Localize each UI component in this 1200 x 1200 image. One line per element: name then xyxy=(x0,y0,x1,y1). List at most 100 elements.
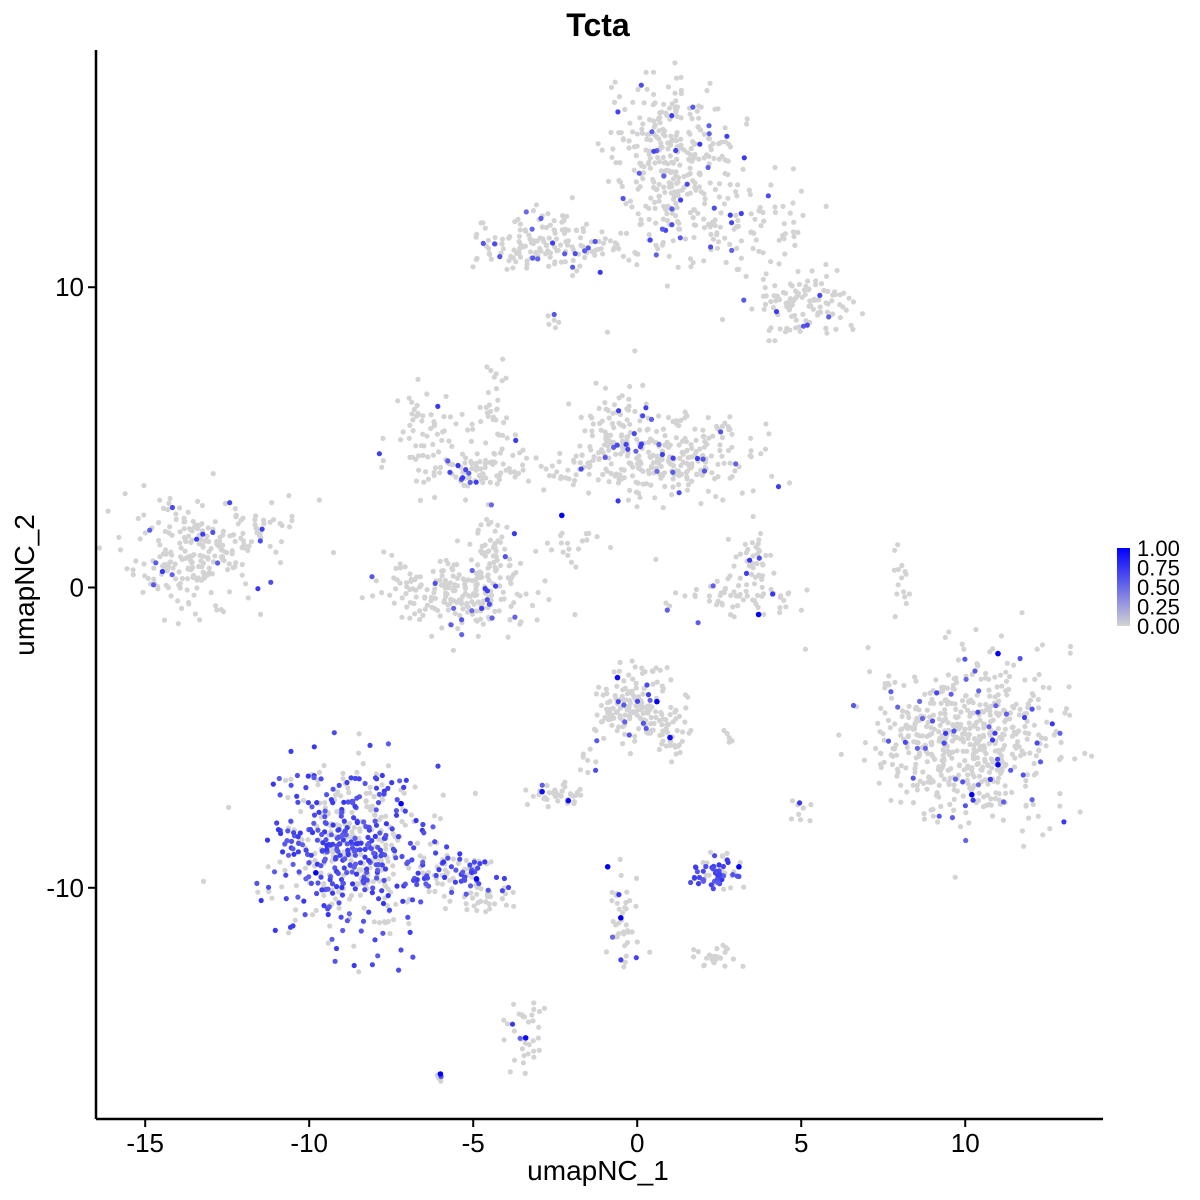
data-point xyxy=(986,741,992,747)
data-point xyxy=(155,586,161,592)
data-point xyxy=(380,435,386,441)
data-point xyxy=(483,440,489,446)
data-point xyxy=(1061,819,1067,825)
data-point xyxy=(432,580,438,587)
data-point xyxy=(122,491,128,497)
data-point xyxy=(379,590,385,596)
data-point xyxy=(480,480,486,486)
data-point xyxy=(437,577,443,584)
data-point xyxy=(418,899,424,905)
data-point xyxy=(899,575,905,581)
data-point xyxy=(212,553,218,559)
data-point xyxy=(736,583,742,589)
data-point xyxy=(325,911,331,918)
data-point xyxy=(157,497,163,503)
data-point xyxy=(732,468,738,474)
data-point xyxy=(566,401,572,407)
data-point xyxy=(404,580,410,586)
data-point xyxy=(333,945,340,952)
data-point xyxy=(633,903,639,909)
data-point xyxy=(346,789,352,796)
data-point xyxy=(190,518,196,525)
data-point xyxy=(402,881,408,887)
data-point xyxy=(719,600,725,606)
data-point xyxy=(995,775,1002,781)
data-point xyxy=(461,876,467,882)
data-point xyxy=(640,413,646,419)
data-point xyxy=(552,259,558,265)
data-point xyxy=(1023,803,1029,809)
legend-tick-label: 0.25 xyxy=(1137,595,1180,620)
data-point xyxy=(770,305,777,311)
data-point xyxy=(468,458,474,464)
data-point xyxy=(544,782,550,789)
data-point xyxy=(339,809,345,816)
data-point xyxy=(608,716,614,722)
data-point xyxy=(668,190,674,196)
data-point xyxy=(436,867,442,873)
data-point xyxy=(629,658,635,664)
data-point xyxy=(366,909,372,915)
data-point xyxy=(296,869,302,875)
data-point xyxy=(744,582,750,588)
data-point xyxy=(656,128,662,134)
data-point xyxy=(745,546,751,553)
data-point xyxy=(201,575,207,581)
data-point xyxy=(564,540,571,546)
data-point xyxy=(536,1024,542,1030)
data-point xyxy=(985,762,991,768)
data-point xyxy=(685,482,692,488)
data-point xyxy=(722,585,729,591)
data-point xyxy=(339,892,346,898)
data-point xyxy=(981,748,987,754)
data-point xyxy=(517,221,524,227)
data-point xyxy=(611,402,618,408)
data-point xyxy=(424,873,430,879)
data-point xyxy=(407,929,413,936)
data-point xyxy=(657,110,663,116)
data-point xyxy=(511,1028,517,1034)
data-point xyxy=(522,1014,528,1020)
data-point xyxy=(622,685,628,692)
data-point xyxy=(1033,753,1039,759)
data-point xyxy=(442,874,448,881)
data-point xyxy=(266,889,272,895)
data-point xyxy=(499,888,505,894)
y-axis-title: umapNC_2 xyxy=(9,514,40,656)
data-point xyxy=(406,395,412,401)
data-point xyxy=(483,899,489,905)
high-expression-point xyxy=(969,791,975,798)
data-point xyxy=(668,181,674,187)
data-point xyxy=(295,834,301,840)
data-point xyxy=(546,790,552,796)
data-point xyxy=(721,886,727,892)
data-point xyxy=(169,572,175,578)
data-point xyxy=(903,765,909,771)
data-point xyxy=(497,254,503,260)
data-point xyxy=(475,562,481,568)
data-point xyxy=(623,922,629,928)
data-point xyxy=(996,797,1002,803)
data-point xyxy=(656,198,662,204)
data-point xyxy=(159,568,165,575)
data-point xyxy=(810,306,817,312)
data-point xyxy=(535,256,541,262)
data-point xyxy=(638,217,644,223)
data-point xyxy=(96,545,103,551)
data-point xyxy=(205,525,211,531)
data-point xyxy=(364,842,371,848)
data-point xyxy=(966,731,973,738)
data-point xyxy=(640,176,646,182)
data-point xyxy=(455,462,461,469)
data-point xyxy=(957,824,964,830)
data-point xyxy=(691,141,697,147)
data-point xyxy=(656,413,662,419)
data-point xyxy=(418,443,425,449)
data-point xyxy=(1040,832,1046,838)
data-point xyxy=(513,569,519,576)
data-point xyxy=(602,429,608,435)
data-point xyxy=(295,799,301,805)
data-point xyxy=(731,563,737,569)
data-point xyxy=(658,140,664,146)
data-point xyxy=(327,842,333,848)
